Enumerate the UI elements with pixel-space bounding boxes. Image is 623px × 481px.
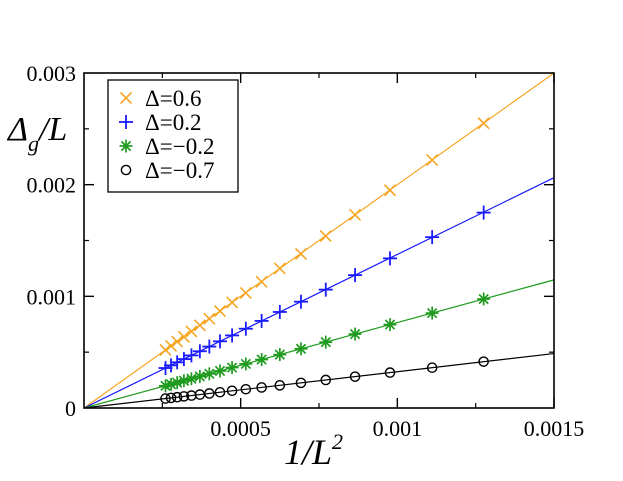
data-point-series-3: [256, 382, 267, 393]
legend-label: Δ=−0.2: [145, 134, 214, 159]
data-point-series-0: [203, 312, 216, 325]
legend-label: Δ=−0.7: [145, 158, 214, 183]
data-point-series-1: [272, 304, 287, 319]
data-point-series-3: [295, 377, 307, 389]
y-tick-label: 0.003: [27, 61, 77, 86]
data-point-series-0: [477, 117, 490, 130]
data-point-series-1: [158, 361, 173, 376]
data-point-series-2: [170, 376, 184, 390]
y-axis-title-suffix: /L: [37, 111, 67, 148]
x-tick-label: 0.0005: [210, 416, 271, 441]
data-point-series-1: [254, 313, 269, 328]
axis-ticks: [84, 73, 555, 408]
data-point-series-0: [255, 275, 268, 288]
data-point-series-1: [176, 352, 191, 367]
data-point-series-2: [477, 292, 491, 306]
data-point-series-2: [319, 335, 333, 349]
legend-marker-series-0: [119, 91, 133, 105]
data-point-series-3: [274, 380, 286, 391]
data-point-series-2: [202, 367, 216, 381]
legend-label: Δ=0.2: [145, 110, 202, 135]
data-point-series-1: [425, 230, 440, 245]
data-point-series-3: [384, 367, 396, 378]
data-point-series-1: [383, 251, 398, 266]
fit-line-series-1: [83, 177, 555, 409]
y-tick-label: 0.002: [27, 173, 77, 198]
data-point-series-1: [192, 344, 207, 359]
data-point-series-0: [319, 229, 332, 243]
data-point-series-1: [212, 334, 227, 349]
fit-line-series-3: [83, 352, 555, 409]
legend-label: Δ=0.6: [145, 86, 202, 111]
data-point-series-0: [193, 319, 206, 332]
data-point-series-0: [294, 247, 308, 260]
data-point-series-2: [158, 379, 172, 393]
data-markers: [158, 117, 491, 404]
data-point-series-0: [348, 208, 362, 221]
data-point-series-1: [170, 355, 185, 370]
legend-marker-series-3: [120, 164, 132, 176]
data-point-series-2: [225, 361, 239, 375]
data-point-series-0: [177, 330, 190, 343]
data-point-series-0: [273, 262, 286, 275]
data-point-series-3: [178, 391, 190, 402]
data-point-series-0: [185, 325, 198, 338]
data-point-series-3: [160, 393, 171, 404]
data-point-series-3: [171, 391, 183, 403]
data-point-series-1: [202, 339, 217, 354]
data-point-series-1: [476, 205, 491, 220]
data-point-series-0: [226, 296, 239, 309]
legend-marker-series-1: [119, 115, 133, 129]
data-point-series-1: [184, 348, 199, 363]
data-point-series-2: [255, 353, 269, 367]
x-tick-label: 0.001: [373, 416, 423, 441]
y-tick-label: 0: [65, 396, 76, 421]
x-axis-title-superscript: 2: [332, 429, 343, 454]
data-point-series-1: [293, 294, 308, 309]
fit-line-series-2: [83, 279, 555, 409]
y-axis-title: Δg/L: [6, 111, 67, 156]
tick-labels: 0.0005 0.001 0.0015 0 0.001 0.002 0.003: [27, 61, 585, 441]
data-point-series-0: [426, 154, 439, 167]
data-point-series-0: [213, 305, 227, 318]
data-point-series-3: [426, 362, 438, 373]
legend-marker-series-2: [119, 139, 133, 153]
data-point-series-1: [348, 268, 363, 283]
legend: Δ=0.6Δ=0.2Δ=−0.2Δ=−0.7: [107, 79, 239, 193]
data-point-series-1: [238, 321, 253, 336]
data-point-series-2: [239, 357, 253, 371]
data-point-series-0: [239, 286, 252, 300]
data-point-series-3: [226, 385, 238, 397]
data-point-series-2: [294, 342, 308, 356]
data-point-series-3: [478, 356, 489, 367]
data-point-series-0: [164, 339, 178, 352]
data-point-series-3: [320, 374, 332, 386]
data-point-series-1: [225, 328, 240, 343]
data-point-series-3: [165, 392, 177, 404]
data-point-series-2: [273, 348, 287, 362]
y-tick-label: 0.001: [27, 284, 77, 309]
data-point-series-3: [240, 383, 252, 395]
data-point-series-0: [171, 335, 184, 348]
y-axis-title-subscript: g: [28, 131, 39, 156]
data-point-series-3: [186, 390, 197, 401]
data-point-series-2: [348, 327, 362, 341]
x-tick-label: 0.0015: [524, 416, 585, 441]
data-point-series-3: [349, 371, 361, 382]
data-point-series-2: [425, 306, 439, 320]
data-point-series-0: [383, 184, 397, 197]
data-point-series-1: [318, 282, 333, 297]
data-point-series-0: [159, 343, 172, 356]
data-point-series-2: [213, 364, 227, 378]
data-point-series-2: [193, 369, 207, 383]
data-point-series-3: [214, 386, 226, 398]
data-point-series-2: [383, 318, 397, 332]
x-axis-title: 1/L2: [284, 429, 343, 472]
